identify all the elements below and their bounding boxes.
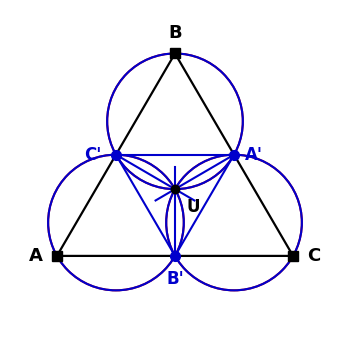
Text: A: A <box>29 247 43 265</box>
Text: U: U <box>186 198 200 216</box>
Text: B': B' <box>166 270 184 288</box>
Text: A': A' <box>245 146 263 164</box>
Text: B: B <box>168 24 182 42</box>
Text: C': C' <box>85 146 102 164</box>
Text: C: C <box>307 247 320 265</box>
